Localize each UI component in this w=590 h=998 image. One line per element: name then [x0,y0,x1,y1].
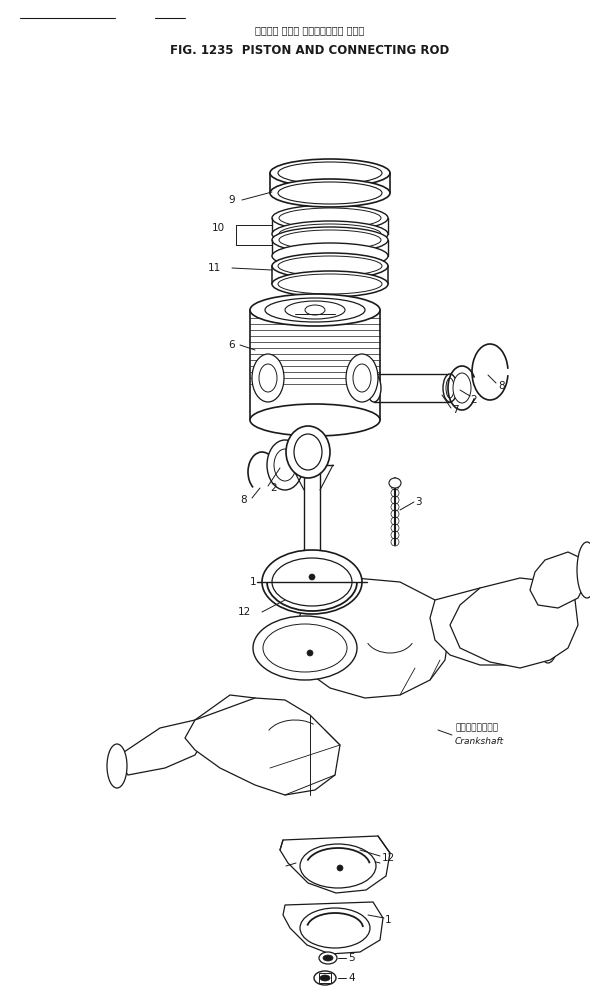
Ellipse shape [300,844,376,888]
Ellipse shape [274,449,296,481]
Ellipse shape [252,354,284,402]
Ellipse shape [278,274,382,294]
Text: 4: 4 [348,973,355,983]
Text: 2: 2 [470,395,477,405]
Ellipse shape [265,298,365,322]
Polygon shape [185,698,340,795]
Text: 7: 7 [452,405,458,415]
Ellipse shape [262,550,362,614]
Ellipse shape [272,205,388,231]
Text: 3: 3 [415,497,422,507]
Ellipse shape [389,478,401,488]
Ellipse shape [319,952,337,964]
Ellipse shape [270,179,390,207]
Ellipse shape [279,208,381,228]
Text: 8: 8 [240,495,247,505]
Text: 6: 6 [228,340,235,350]
Text: 5: 5 [348,953,355,963]
Ellipse shape [294,434,322,470]
Polygon shape [195,695,285,750]
Text: 10: 10 [212,223,225,233]
Ellipse shape [453,373,471,403]
Polygon shape [115,720,205,775]
Polygon shape [280,836,390,893]
Ellipse shape [278,182,382,204]
Text: 11: 11 [208,263,221,273]
Ellipse shape [272,227,388,253]
Text: 9: 9 [228,195,235,205]
Polygon shape [530,552,588,608]
Ellipse shape [279,230,381,250]
Ellipse shape [107,744,127,788]
Ellipse shape [285,301,345,319]
Ellipse shape [309,574,315,580]
Ellipse shape [300,908,370,948]
Ellipse shape [286,426,330,478]
Ellipse shape [353,364,371,392]
Ellipse shape [259,364,277,392]
Text: 2: 2 [270,483,277,493]
Ellipse shape [305,305,325,315]
Text: 1: 1 [385,915,392,925]
Ellipse shape [272,221,388,247]
Ellipse shape [250,294,380,326]
Bar [319,973,331,983]
Ellipse shape [250,404,380,436]
Ellipse shape [263,624,347,672]
Text: 12: 12 [238,607,251,617]
Ellipse shape [536,593,560,663]
Ellipse shape [446,378,454,398]
Ellipse shape [346,354,378,402]
Ellipse shape [278,162,382,184]
Ellipse shape [337,865,343,871]
Ellipse shape [253,616,357,680]
Polygon shape [430,588,550,665]
Ellipse shape [272,253,388,279]
Text: 8: 8 [498,381,504,391]
Ellipse shape [272,271,388,297]
Ellipse shape [320,975,330,981]
Ellipse shape [272,243,388,269]
Ellipse shape [267,440,303,490]
Ellipse shape [272,558,352,606]
Ellipse shape [278,256,382,276]
Polygon shape [283,902,383,954]
Text: 12: 12 [382,853,395,863]
Ellipse shape [279,224,381,244]
Text: クランクシャフト: クランクシャフト [455,724,498,733]
Text: Crankshaft: Crankshaft [455,738,504,747]
Polygon shape [450,578,578,668]
Ellipse shape [367,374,381,402]
Ellipse shape [577,542,590,598]
Ellipse shape [323,955,333,961]
Ellipse shape [314,971,336,985]
Ellipse shape [307,650,313,656]
Polygon shape [295,578,450,698]
Ellipse shape [270,159,390,187]
Text: 1: 1 [250,577,257,587]
Text: ピストン および コネクティング ロッド: ピストン および コネクティング ロッド [255,25,365,35]
Text: FIG. 1235  PISTON AND CONNECTING ROD: FIG. 1235 PISTON AND CONNECTING ROD [171,44,450,57]
Ellipse shape [443,374,457,402]
